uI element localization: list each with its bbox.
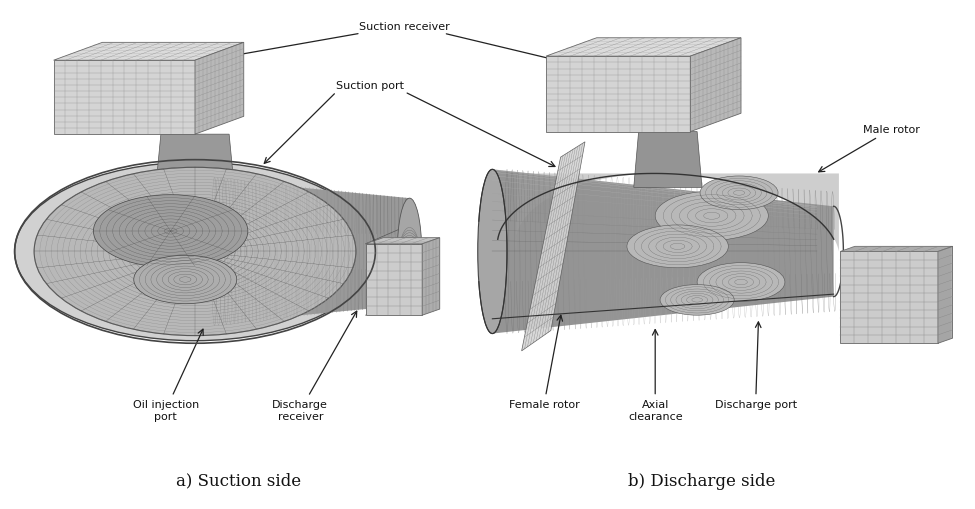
- Polygon shape: [634, 132, 702, 188]
- Text: Suction port: Suction port: [336, 80, 405, 91]
- Polygon shape: [366, 244, 422, 316]
- Text: Female rotor: Female rotor: [509, 316, 579, 410]
- Text: Suction receiver: Suction receiver: [359, 22, 450, 32]
- Polygon shape: [156, 135, 234, 185]
- Ellipse shape: [34, 168, 356, 336]
- Polygon shape: [546, 57, 690, 132]
- Text: Discharge port: Discharge port: [715, 322, 797, 410]
- Polygon shape: [938, 247, 953, 344]
- Ellipse shape: [134, 256, 237, 304]
- Ellipse shape: [655, 192, 768, 241]
- Polygon shape: [422, 238, 440, 316]
- Polygon shape: [546, 39, 741, 57]
- Polygon shape: [195, 178, 410, 326]
- Polygon shape: [195, 43, 244, 135]
- Ellipse shape: [15, 163, 375, 341]
- Text: b) Discharge side: b) Discharge side: [628, 472, 776, 489]
- Text: Oil injection
port: Oil injection port: [133, 329, 203, 421]
- Ellipse shape: [94, 195, 248, 268]
- Polygon shape: [54, 61, 195, 135]
- Polygon shape: [690, 39, 741, 132]
- Polygon shape: [492, 170, 834, 334]
- Text: Male rotor: Male rotor: [819, 125, 919, 173]
- Ellipse shape: [398, 199, 421, 305]
- Polygon shape: [522, 143, 585, 351]
- Ellipse shape: [627, 225, 728, 268]
- Polygon shape: [840, 247, 953, 252]
- Ellipse shape: [478, 170, 507, 334]
- Text: a) Suction side: a) Suction side: [176, 472, 301, 489]
- Polygon shape: [840, 252, 938, 344]
- Ellipse shape: [660, 285, 734, 316]
- Ellipse shape: [697, 263, 785, 302]
- Text: Discharge
receiver: Discharge receiver: [272, 312, 357, 421]
- Polygon shape: [366, 238, 440, 244]
- Polygon shape: [54, 43, 244, 61]
- Text: Axial
clearance: Axial clearance: [628, 330, 682, 421]
- Ellipse shape: [700, 177, 778, 210]
